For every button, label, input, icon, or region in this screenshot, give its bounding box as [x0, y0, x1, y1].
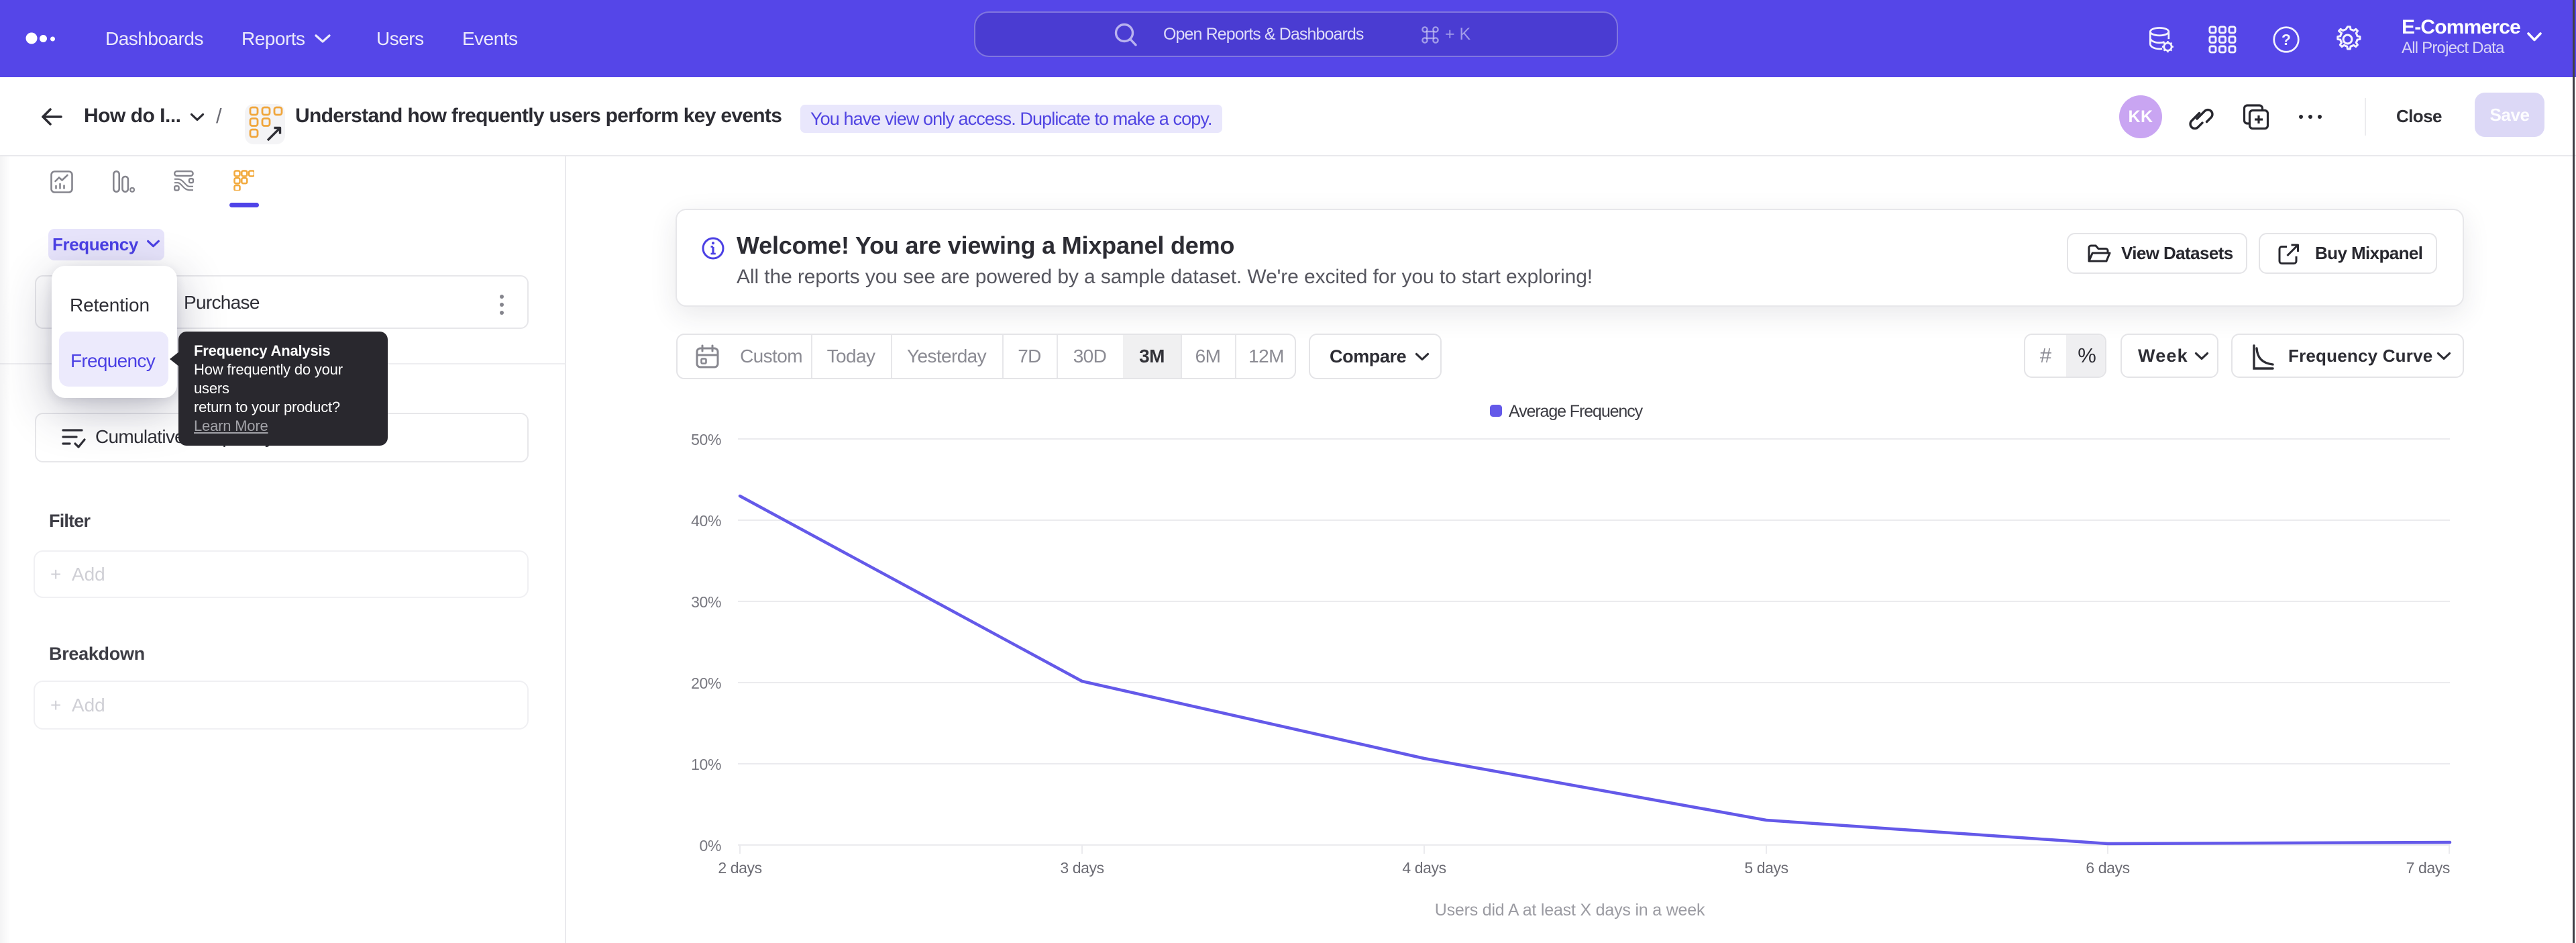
svg-text:30%: 30%: [691, 593, 721, 611]
svg-text:5 days: 5 days: [1744, 859, 1788, 877]
svg-text:10%: 10%: [691, 756, 721, 773]
svg-text:Users did A at least X days in: Users did A at least X days in a week: [1435, 901, 1705, 920]
svg-text:20%: 20%: [691, 675, 721, 692]
svg-text:Average Frequency: Average Frequency: [1509, 402, 1644, 421]
svg-text:3 days: 3 days: [1060, 859, 1104, 877]
svg-text:2 days: 2 days: [718, 859, 761, 877]
svg-text:0%: 0%: [700, 837, 721, 854]
svg-text:40%: 40%: [691, 512, 721, 530]
svg-text:6 days: 6 days: [2086, 859, 2129, 877]
svg-text:4 days: 4 days: [1402, 859, 1446, 877]
svg-text:?: ?: [2282, 31, 2291, 48]
svg-text:50%: 50%: [691, 431, 721, 448]
svg-text:7 days: 7 days: [2406, 859, 2450, 877]
